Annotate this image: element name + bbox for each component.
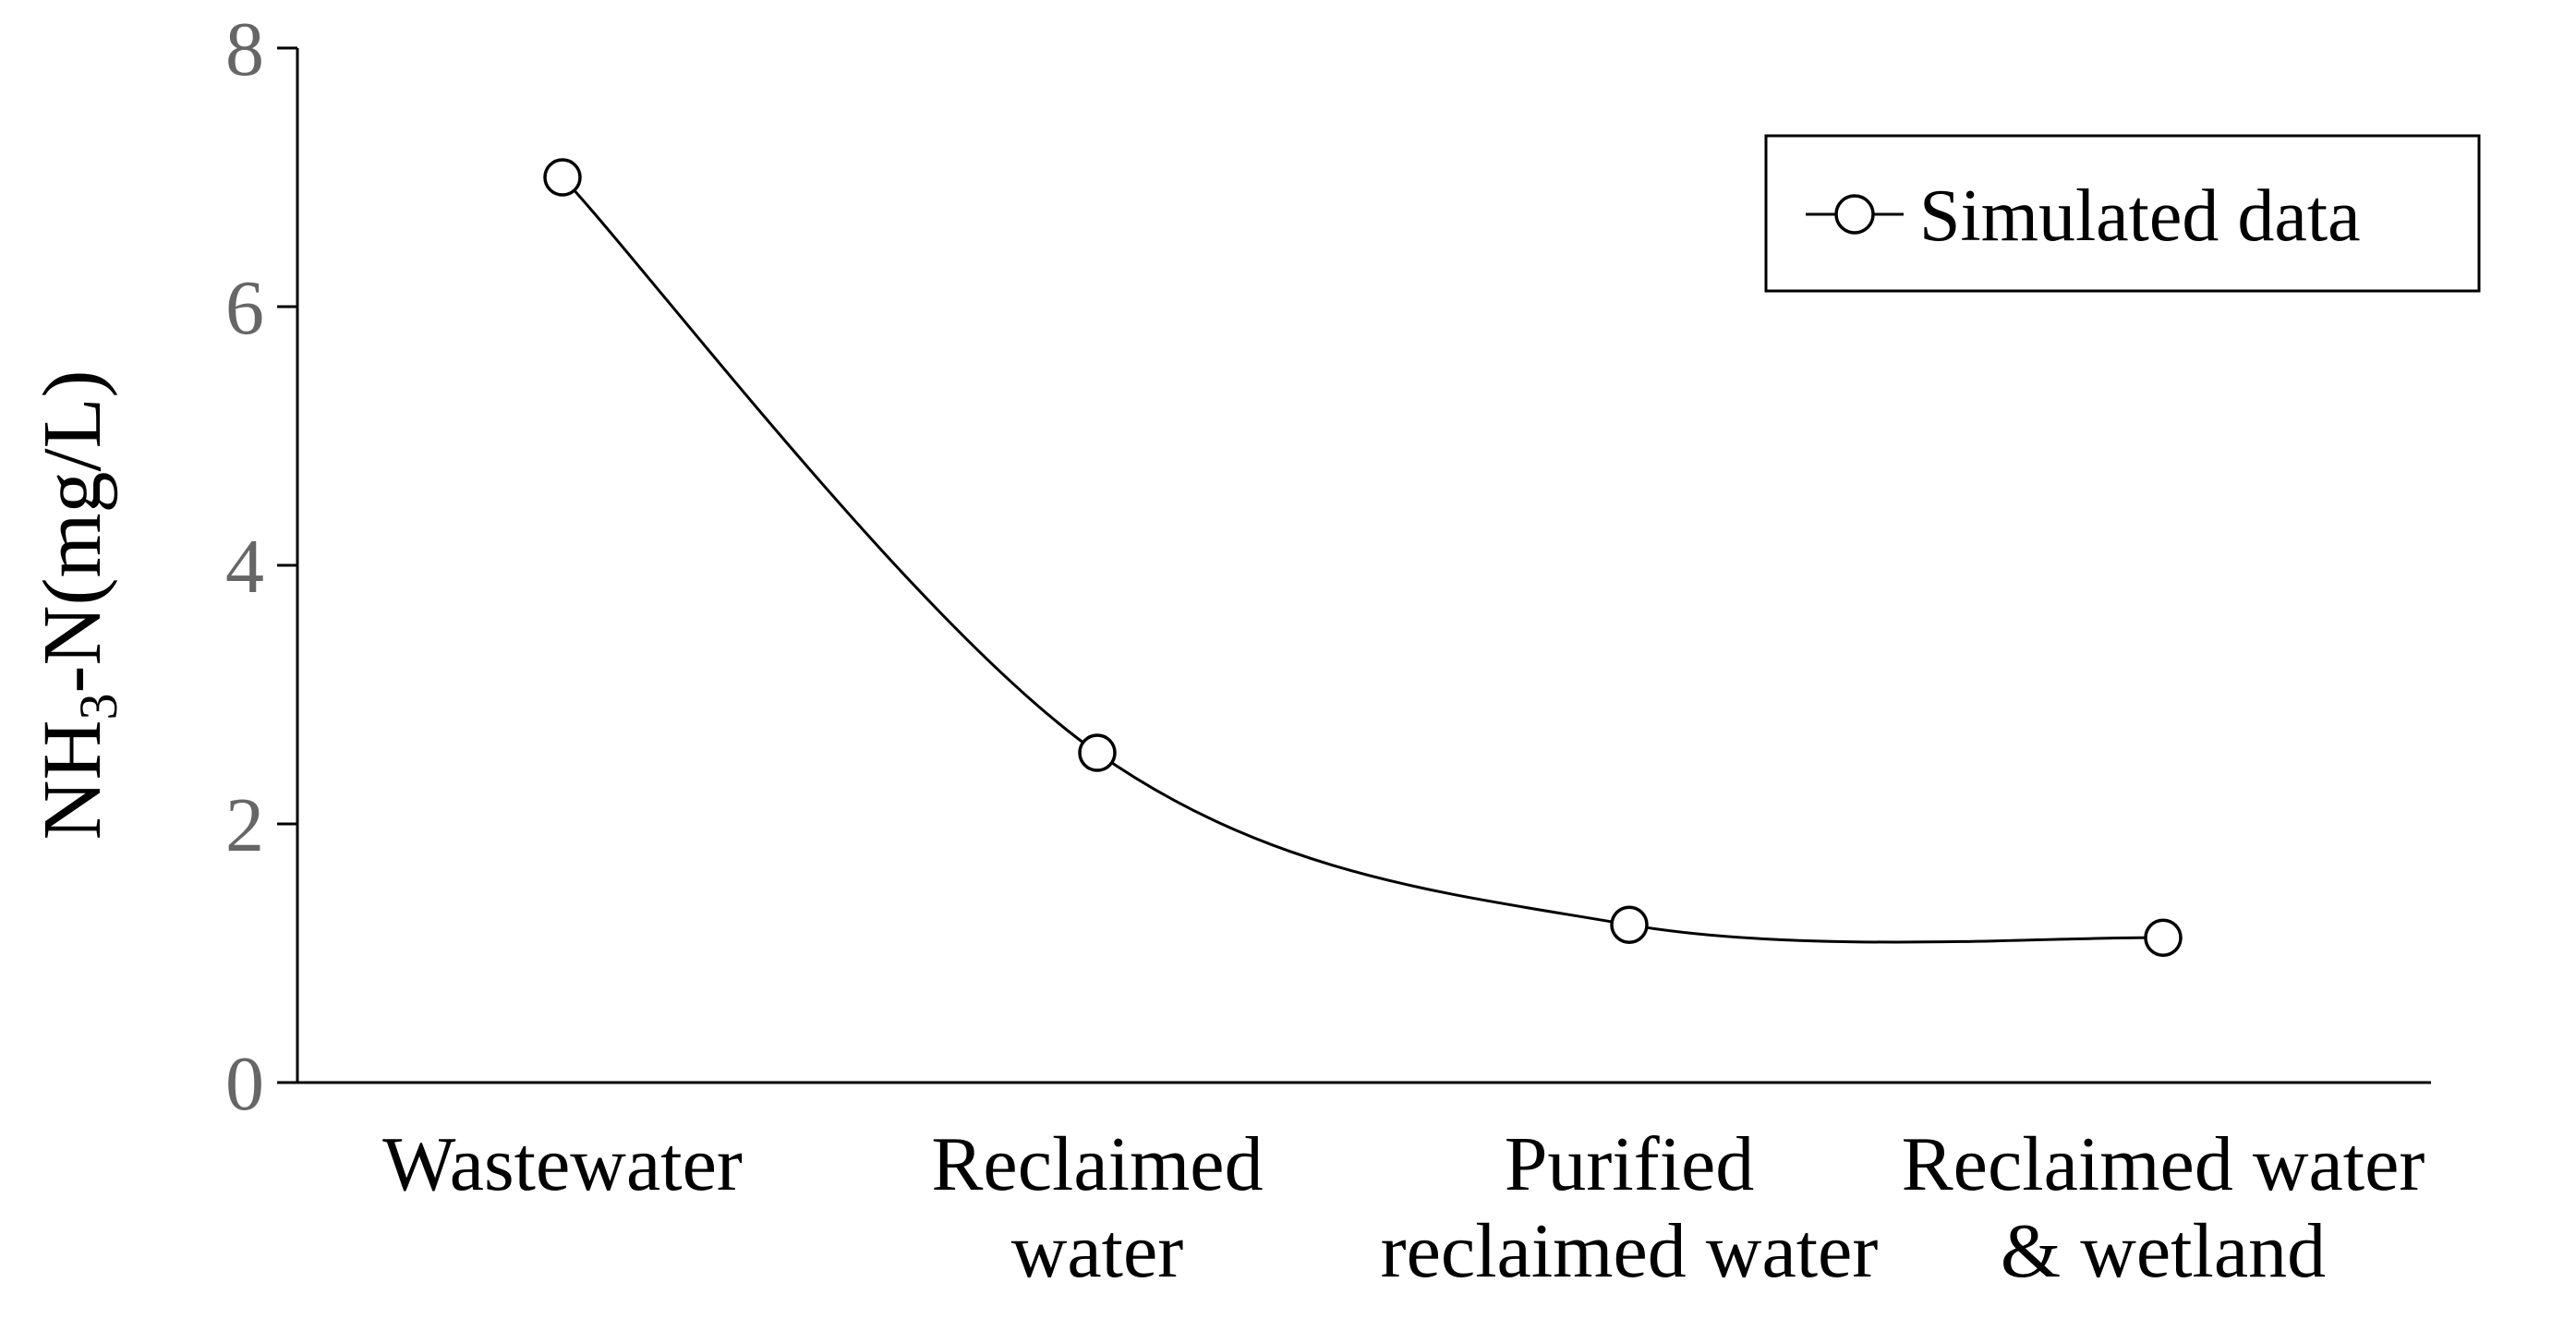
data-point-marker xyxy=(2144,918,2183,957)
y-tick-label: 0 xyxy=(225,1041,264,1127)
x-axis-labels: Wastewater Reclaimed water Purified reclaime… xyxy=(382,1121,2425,1294)
data-point-marker xyxy=(1078,733,1117,772)
y-tick-label: 2 xyxy=(225,782,264,868)
legend-marker-sample xyxy=(1834,194,1875,235)
y-axis-label-subscript: 3 xyxy=(68,693,128,720)
y-tick-label: 8 xyxy=(225,6,264,92)
data-point-marker xyxy=(543,158,582,197)
x-category-label: Purified reclaimed water xyxy=(1381,1121,1879,1294)
x-category-label: Reclaimed water xyxy=(931,1121,1263,1294)
series-simulated-data xyxy=(543,158,2183,957)
y-axis-label-rest: -N(mg/L) xyxy=(27,370,118,694)
y-axis-label: NH3-N(mg/L) xyxy=(27,370,128,841)
legend: Simulated data xyxy=(1764,134,2481,293)
y-axis-label-main: NH xyxy=(27,720,118,840)
data-point-marker xyxy=(1610,905,1649,944)
y-tick-label: 4 xyxy=(225,524,264,610)
series-line xyxy=(561,175,2164,944)
x-category-label: Wastewater xyxy=(382,1121,743,1207)
x-category-label: Reclaimed water & wetland xyxy=(1902,1121,2425,1294)
y-tick-label: 6 xyxy=(225,265,264,351)
legend-label: Simulated data xyxy=(1919,175,2361,257)
y-axis-ticks: 0 2 4 6 8 xyxy=(225,6,297,1127)
